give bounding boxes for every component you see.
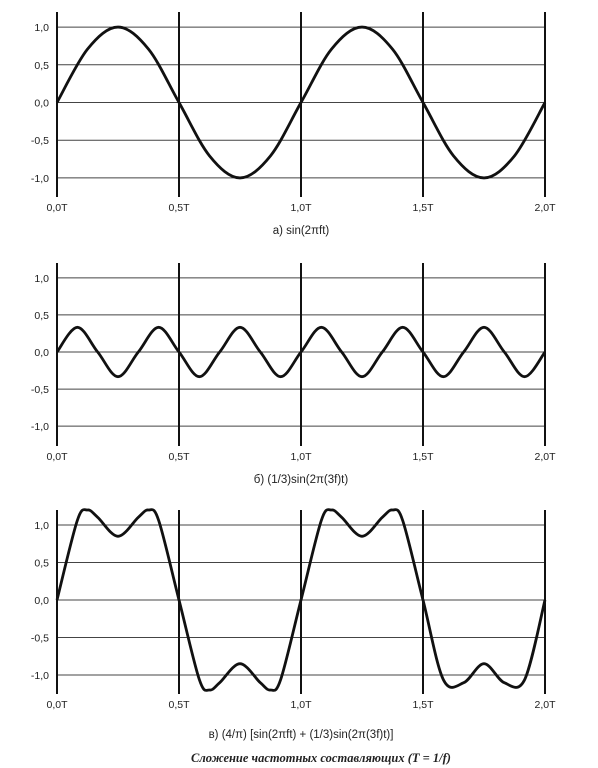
- x-tick-label: 0,5T: [168, 699, 190, 711]
- x-tick-label: 1,0T: [290, 699, 312, 711]
- x-tick-label: 0,0T: [46, 202, 68, 214]
- y-tick-label: 0,0: [34, 98, 49, 110]
- y-tick-label: 1,0: [34, 273, 49, 285]
- x-tick-label: 0,5T: [168, 202, 190, 214]
- x-tick-label: 1,5T: [412, 699, 434, 711]
- y-tick-label: 1,0: [34, 520, 49, 532]
- x-tick-label: 0,0T: [46, 451, 68, 463]
- y-tick-label: -0,5: [31, 384, 49, 396]
- x-tick-label: 2,0T: [534, 451, 556, 463]
- x-tick-label: 1,0T: [290, 451, 312, 463]
- series-line-1: [55, 325, 547, 379]
- y-tick-label: 0,0: [34, 595, 49, 607]
- figure-caption: Сложение частотных составляющих (T = 1/f…: [191, 751, 451, 765]
- y-tick-label: 0,5: [34, 310, 49, 322]
- x-tick-label: 2,0T: [534, 699, 556, 711]
- x-tick-label: 0,0T: [46, 699, 68, 711]
- series-line-1: [55, 25, 547, 180]
- chart-panel-3: 1,0 0,5 0,0 -0,5 -1,0 0,0T 0,5T 1,0T 1,5T 2,0T в) …: [31, 508, 556, 741]
- y-tick-label: 1,0: [34, 22, 49, 34]
- x-tick-label: 2,0T: [534, 202, 556, 214]
- x-tick-label: 0,5T: [168, 451, 190, 463]
- chart-subtitle: а) sin(2πft): [273, 225, 330, 237]
- y-tick-label: -0,5: [31, 633, 49, 645]
- chart-panel-1: 1,0 0,5 0,0 -0,5 -1,0 0,0T 0,5T 1,0T 1,5T 2,0T а) …: [31, 12, 556, 237]
- series-line-1: [55, 508, 547, 692]
- y-tick-label: 0,5: [34, 60, 49, 72]
- y-tick-label: 0,5: [34, 558, 49, 570]
- chart-panel-2: 1,0 0,5 0,0 -0,5 -1,0 0,0T 0,5T 1,0T 1,5T 2,0T б) …: [31, 263, 556, 486]
- y-tick-label: -1,0: [31, 670, 49, 682]
- x-tick-label: 1,5T: [412, 451, 434, 463]
- y-tick-label: -1,0: [31, 421, 49, 433]
- x-tick-label: 1,5T: [412, 202, 434, 214]
- x-tick-label: 1,0T: [290, 202, 312, 214]
- chart-subtitle: б) (1/3)sin(2π(3f)t): [254, 474, 349, 486]
- y-tick-label: 0,0: [34, 347, 49, 359]
- chart-subtitle: в) (4/π) [sin(2πft) + (1/3)sin(2π(3f)t)]: [209, 729, 394, 741]
- y-tick-label: -1,0: [31, 173, 49, 185]
- y-tick-label: -0,5: [31, 135, 49, 147]
